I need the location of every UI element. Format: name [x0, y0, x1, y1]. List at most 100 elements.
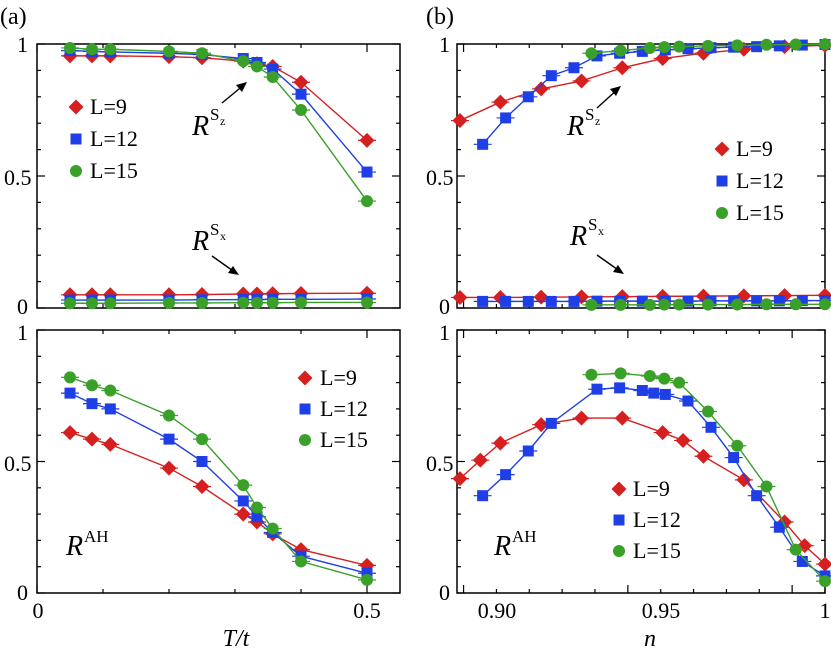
data-point-b_bottom-0-4 [574, 410, 590, 426]
data-point-a_bottom-2-0 [64, 371, 76, 384]
data-point-b_bottom-2-7 [760, 480, 773, 493]
data-point-a_bottom-2-6 [250, 501, 263, 514]
legend-a-top-l12: L=12 [90, 126, 138, 151]
annotation-rsx-b-sub: x [598, 224, 604, 238]
data-point-b_top-5-0 [585, 298, 598, 311]
legend-b-bottom-l9: L=9 [633, 476, 670, 501]
tick-label-a-top-y-1: 1 [17, 32, 28, 57]
data-point-b_top-1-4 [568, 62, 580, 74]
data-point-b_bottom-2-1 [614, 367, 627, 380]
annotation-arrow-rsx-a [211, 255, 239, 275]
data-point-b_top-1-9 [682, 43, 694, 55]
data-point-b_top-2-1 [614, 44, 627, 57]
data-point-b_bottom-0-9 [736, 472, 752, 488]
data-point-b_top-0-1 [492, 94, 508, 110]
data-point-b_top-1-0 [477, 138, 489, 150]
legend-a-top-l9: L=9 [90, 94, 127, 119]
data-point-b_top-2-8 [789, 38, 802, 51]
annotation-rah-b-sup: AH [512, 527, 537, 546]
data-point-b_bottom-2-9 [819, 575, 831, 588]
data-point-a_bottom-2-4 [196, 433, 208, 446]
legend-marker-a_bottom-1 [299, 403, 311, 415]
data-point-a_top-5-5 [237, 296, 250, 309]
data-point-b_bottom-1-12 [751, 490, 763, 502]
data-point-a_top-5-0 [64, 297, 76, 310]
data-point-a_top-5-2 [104, 297, 117, 310]
data-point-a_top-2-9 [361, 195, 373, 208]
data-point-a_bottom-1-0 [64, 387, 76, 399]
series-line-a_top-0 [70, 55, 368, 141]
data-point-b_bottom-1-3 [545, 417, 557, 429]
annotation-arrow-rsz-b [596, 86, 621, 109]
data-point-a_bottom-1-6 [251, 511, 263, 523]
legend-a-top-l15: L=15 [90, 158, 138, 183]
tick-label-b-bottom-y-0: 0 [439, 580, 450, 605]
tick-label-a-top-y-0: 0 [17, 294, 28, 319]
annotation-rsx-a-sub: x [220, 229, 226, 243]
data-point-b_bottom-1-0 [477, 490, 489, 502]
data-point-a_bottom-0-0 [62, 425, 78, 441]
data-point-a_bottom-2-5 [237, 479, 250, 492]
data-point-b_top-2-9 [819, 38, 831, 51]
legend-a-bottom-l9: L=9 [320, 365, 357, 390]
annotation-rsz-b-base: R [566, 111, 584, 142]
data-point-b_top-2-3 [658, 41, 671, 54]
data-point-a_bottom-1-1 [86, 398, 98, 410]
data-point-b_top-0-0 [452, 113, 468, 129]
data-point-a_top-5-8 [295, 296, 307, 309]
data-point-b_bottom-1-11 [728, 452, 740, 464]
data-point-a_top-2-7 [266, 71, 279, 83]
data-point-b_bottom-0-12 [817, 556, 831, 572]
data-point-a_bottom-1-2 [104, 403, 116, 415]
data-point-a_bottom-0-5 [235, 506, 251, 522]
annotation-rsx-b-sup: S [588, 215, 597, 234]
annotation-rsz-a-sup: S [210, 105, 219, 124]
series-line-b_bottom-1 [482, 387, 826, 577]
data-point-a_bottom-2-7 [266, 522, 279, 535]
series-line-a_bottom-0 [69, 431, 368, 567]
annotation-rsx-a: R S x [191, 220, 226, 257]
data-point-b_top-2-6 [731, 39, 744, 52]
data-point-b_top-4-3 [545, 295, 557, 307]
tick-label-b-bottom-y-1: 1 [439, 320, 450, 345]
tick-label-b-bottom-y-05: 0.5 [426, 451, 454, 476]
axis-title-a-x: T/t [223, 626, 251, 651]
data-point-b_bottom-0-1 [472, 452, 488, 468]
series-line-b_top-2 [591, 43, 826, 54]
annotation-rah-a-sup: AH [84, 527, 109, 546]
tick-label-b-top-y-1: 1 [439, 32, 450, 57]
data-point-b_top-4-1 [500, 295, 512, 307]
data-point-b_bottom-0-2 [492, 435, 508, 451]
legend-b-bottom-l12: L=12 [633, 507, 681, 532]
panel-label-a: (a) [0, 4, 27, 30]
data-point-b_bottom-1-5 [614, 382, 626, 394]
data-point-a_bottom-1-3 [163, 433, 175, 445]
data-point-b_bottom-1-6 [636, 384, 648, 396]
data-point-a_bottom-1-4 [196, 456, 208, 467]
tick-label-a-bottom-y-1: 1 [17, 320, 28, 345]
data-point-b_bottom-1-10 [705, 421, 717, 433]
annotation-rah-b-base: R [493, 531, 511, 562]
tick-label-a-top-y-05: 0.5 [4, 165, 32, 190]
data-point-b_bottom-1-7 [648, 387, 660, 399]
data-point-b_bottom-1-1 [500, 469, 512, 481]
legend-b-top-l12: L=12 [736, 168, 784, 193]
data-point-b_top-4-2 [522, 295, 534, 307]
legend-marker-b_bottom-1 [613, 514, 625, 526]
tick-label-a-x-0: 0 [33, 598, 44, 623]
legend-marker-b_top-0 [714, 141, 730, 157]
annotation-arrow-rsx-b [596, 254, 624, 274]
data-point-a_bottom-1-5 [237, 495, 249, 507]
data-point-b_top-1-12 [751, 41, 763, 53]
data-point-b_bottom-1-9 [682, 395, 694, 407]
legend-b-top-l9: L=9 [736, 136, 773, 161]
data-point-b_bottom-2-0 [585, 368, 598, 381]
legend-marker-b_top-2 [716, 207, 728, 219]
data-point-a_bottom-2-1 [85, 379, 98, 392]
data-point-a_bottom-0-3 [161, 460, 177, 476]
tick-label-b-top-y-0: 0 [439, 294, 450, 319]
legend-marker-a_bottom-2 [299, 434, 311, 446]
axis-title-b-x: n [644, 626, 656, 651]
annotation-rsx-b: R S x [569, 215, 604, 252]
data-point-b_bottom-1-8 [659, 388, 671, 400]
